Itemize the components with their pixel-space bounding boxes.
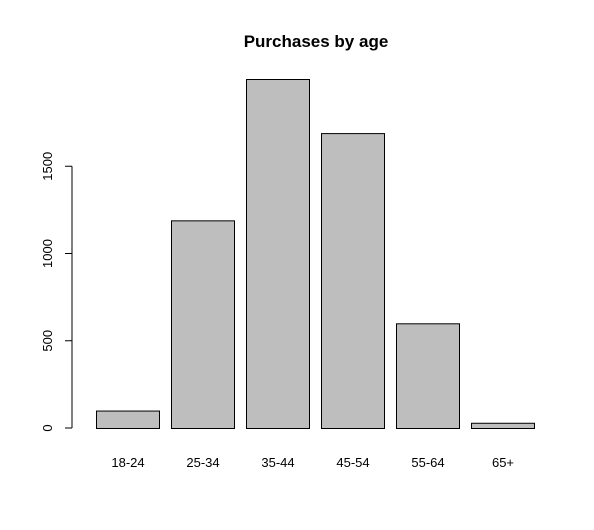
- x-tick-label: 35-44: [261, 455, 294, 470]
- bars-group: [96, 79, 535, 430]
- x-tick-label: 55-64: [411, 455, 444, 470]
- y-axis: 0 500 1000 1500: [40, 152, 72, 432]
- x-tick-label: 65+: [492, 455, 514, 470]
- bar-65+: [471, 422, 535, 430]
- x-tick-label: 18-24: [111, 455, 144, 470]
- y-tick-label: 0: [40, 424, 55, 431]
- x-tick-label: 25-34: [186, 455, 219, 470]
- bar-18-24: [96, 410, 160, 429]
- bar-55-64: [396, 323, 460, 429]
- bar-45-54: [321, 133, 385, 429]
- x-axis-labels: 18-24 25-34 35-44 45-54 55-64 65+: [111, 455, 514, 470]
- y-tick-label: 1000: [40, 239, 55, 268]
- bar-25-34: [171, 220, 235, 429]
- bar-35-44: [246, 79, 310, 429]
- chart-title: Purchases by age: [244, 32, 389, 51]
- x-tick-label: 45-54: [336, 455, 369, 470]
- y-tick-label: 1500: [40, 152, 55, 181]
- y-tick-label: 500: [40, 330, 55, 352]
